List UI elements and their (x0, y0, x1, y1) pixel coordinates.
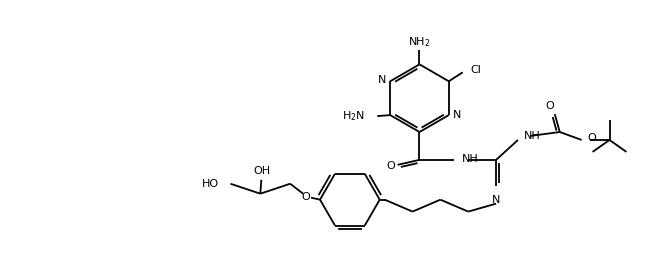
Text: H$_2$N: H$_2$N (342, 109, 366, 123)
Text: O: O (302, 192, 311, 202)
Text: O: O (386, 161, 395, 171)
Text: OH: OH (254, 166, 271, 176)
Text: O: O (588, 133, 596, 143)
Text: NH: NH (463, 154, 479, 164)
Text: NH: NH (524, 131, 541, 141)
Text: NH$_2$: NH$_2$ (408, 36, 431, 49)
Text: N: N (453, 110, 461, 120)
Text: N: N (492, 195, 500, 205)
Text: HO: HO (202, 179, 218, 189)
Text: N: N (378, 75, 386, 85)
Text: Cl: Cl (471, 65, 481, 75)
Text: O: O (545, 101, 554, 111)
